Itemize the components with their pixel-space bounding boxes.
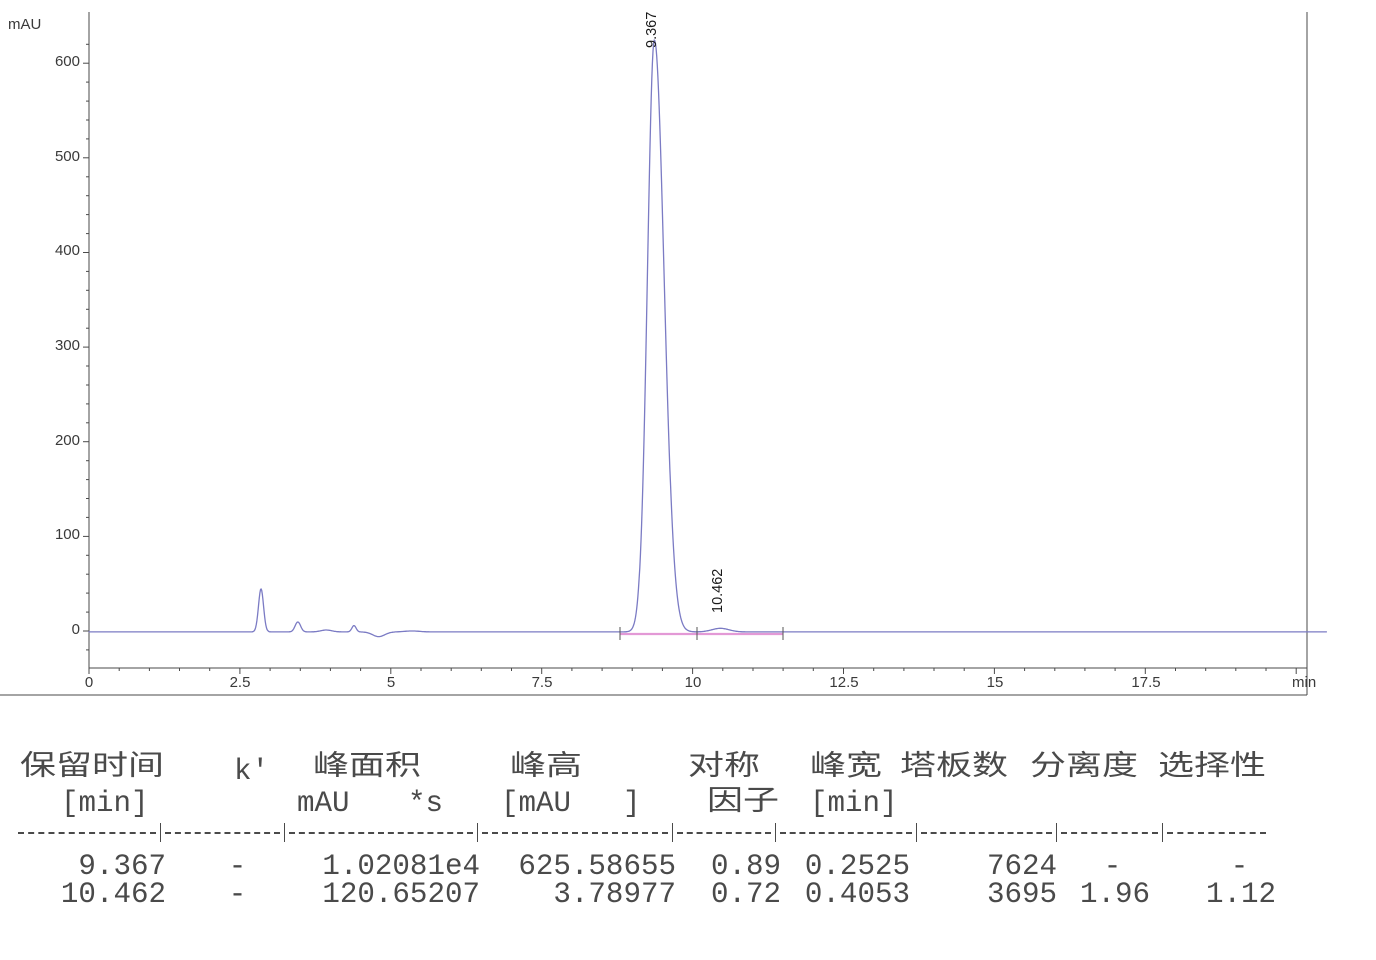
svg-text:9.367: 9.367 <box>644 12 660 48</box>
svg-text:10.462: 10.462 <box>710 569 726 613</box>
